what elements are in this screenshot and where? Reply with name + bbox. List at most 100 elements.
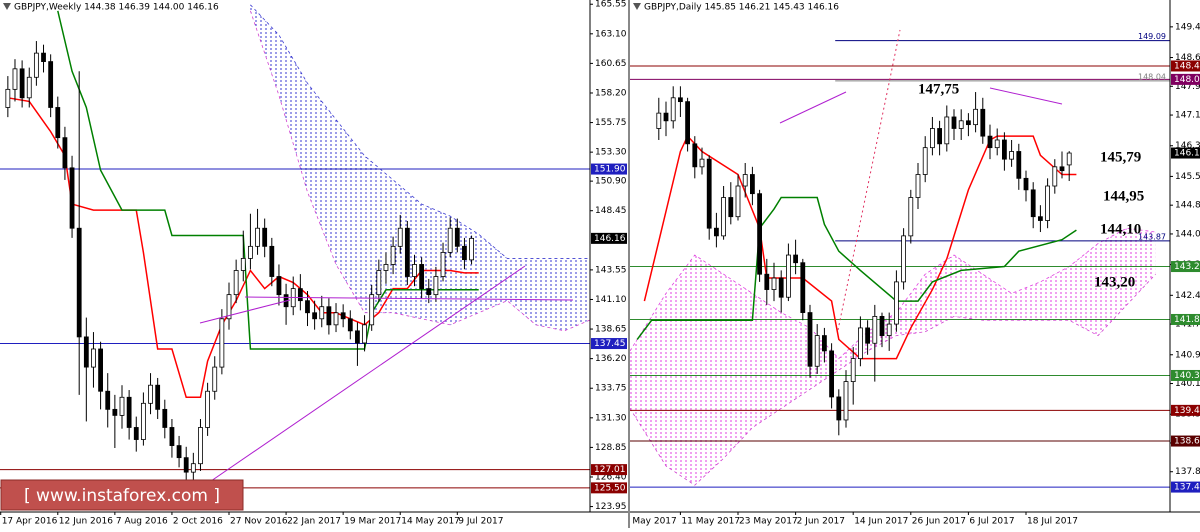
candle-body [973, 108, 978, 126]
y-tick-label: 140.15 [1175, 379, 1200, 389]
candle-body [62, 137, 68, 169]
price-tag [591, 163, 627, 175]
annotation: 143,20 [1094, 274, 1135, 290]
candle-body [404, 227, 410, 277]
candle-body [440, 251, 446, 277]
price-tag [1171, 481, 1200, 493]
candle-body [771, 277, 777, 290]
candle-body [41, 52, 46, 62]
chart-header: GBPJPY,Daily 145.85 146.21 145.43 146.16 [644, 3, 839, 13]
candle-body [198, 427, 203, 465]
candle-body [12, 68, 18, 90]
candle-body [1009, 151, 1014, 160]
y-tick-label: 140.90 [1175, 350, 1200, 360]
candle-body [183, 457, 189, 473]
y-tick-label: 145.55 [1175, 172, 1200, 182]
y-tick-label: 165.55 [595, 0, 627, 10]
candle-body [33, 52, 39, 78]
y-tick-label: 141.10 [595, 295, 627, 305]
weekly-chart: 165.55 163.10 160.65 158.20 155.75 153.30 150.… [0, 0, 628, 527]
x-tick-label: 14 May 2017 [401, 517, 460, 527]
candle-body [728, 197, 734, 218]
candle-body [836, 396, 842, 421]
y-tick-label: 150.90 [595, 177, 627, 187]
candle-body [958, 120, 964, 129]
y-tick-label: 123.95 [595, 502, 627, 512]
candle-body [226, 294, 232, 320]
watermark-text: [ www.instaforex.com ] [24, 486, 220, 506]
candle-body [966, 120, 971, 126]
candle-body [678, 97, 683, 103]
candle-body [233, 270, 239, 296]
candle-body [764, 273, 770, 290]
x-tick-label: 23 May 2017 [739, 517, 798, 527]
candle-body [894, 281, 899, 325]
candle-body [1030, 189, 1036, 218]
candle-body [447, 227, 453, 253]
candle-body [347, 318, 353, 332]
y-tick-label: 136.20 [595, 354, 627, 364]
candle-body [814, 335, 820, 367]
candle-body [140, 402, 146, 440]
candle-body [105, 390, 111, 410]
candle-body [706, 158, 712, 229]
candle-body [908, 197, 914, 237]
cloud-span-b [630, 273, 1156, 486]
price-tag [1171, 369, 1200, 381]
annotation: 144,95 [1103, 188, 1144, 204]
price-tag [1171, 147, 1200, 159]
candle-body [426, 288, 432, 296]
price-tag [591, 482, 627, 494]
candle-body [721, 197, 726, 237]
candle-body [162, 408, 168, 428]
chart-header: GBPJPY,Weekly 144.38 146.39 144.00 146.1… [14, 3, 219, 13]
price-tag [1171, 261, 1200, 273]
y-tick-label: 128.85 [595, 443, 627, 453]
candle-body [807, 312, 813, 367]
candle-body [119, 396, 125, 416]
y-tick-label: 133.75 [595, 384, 627, 394]
indicator-line [643, 134, 1077, 360]
candle-body [987, 135, 993, 149]
candle-body [843, 381, 849, 421]
candle-body [1066, 152, 1072, 166]
price-tag-label: 140.36 [1174, 371, 1200, 381]
candle-body [937, 128, 942, 145]
candle-body [205, 390, 211, 428]
candle-body [376, 270, 382, 296]
price-tag-label: 146.16 [594, 234, 626, 244]
x-tick-label: 14 Jun 2017 [854, 517, 908, 527]
candle-body [219, 318, 225, 368]
candle-body [19, 68, 25, 99]
candle-body [1045, 185, 1050, 221]
candle-body [980, 108, 986, 137]
level-label: 149.09 [1138, 32, 1166, 41]
price-tag-label: 148.43 [1174, 61, 1200, 71]
candle-body [865, 327, 870, 344]
candle-body [930, 128, 935, 149]
candle-body [944, 116, 950, 145]
candle-body [1016, 151, 1022, 179]
candle-body [778, 277, 784, 298]
candle-body [800, 262, 806, 313]
candle-body [901, 235, 906, 283]
trend-line [779, 91, 847, 124]
candle-body [240, 258, 246, 271]
x-tick-label: 17 Apr 2016 [2, 517, 58, 527]
candle-body [750, 174, 755, 195]
candle-body [5, 88, 11, 108]
y-tick-label: 148.65 [1175, 53, 1200, 63]
price-tag-label: 125.50 [594, 483, 626, 493]
x-tick-label: 1 May 2017 [624, 517, 677, 527]
candle-body [362, 324, 367, 344]
candle-body [48, 61, 54, 108]
candle-body [326, 306, 332, 326]
candle-body [433, 276, 439, 296]
candle-body [454, 227, 460, 247]
x-tick-label: 27 Nov 2016 [230, 517, 288, 527]
y-tick-label: 142.45 [1175, 291, 1200, 301]
candle-body [462, 245, 467, 261]
x-tick-label: 9 Jul 2017 [458, 517, 503, 527]
